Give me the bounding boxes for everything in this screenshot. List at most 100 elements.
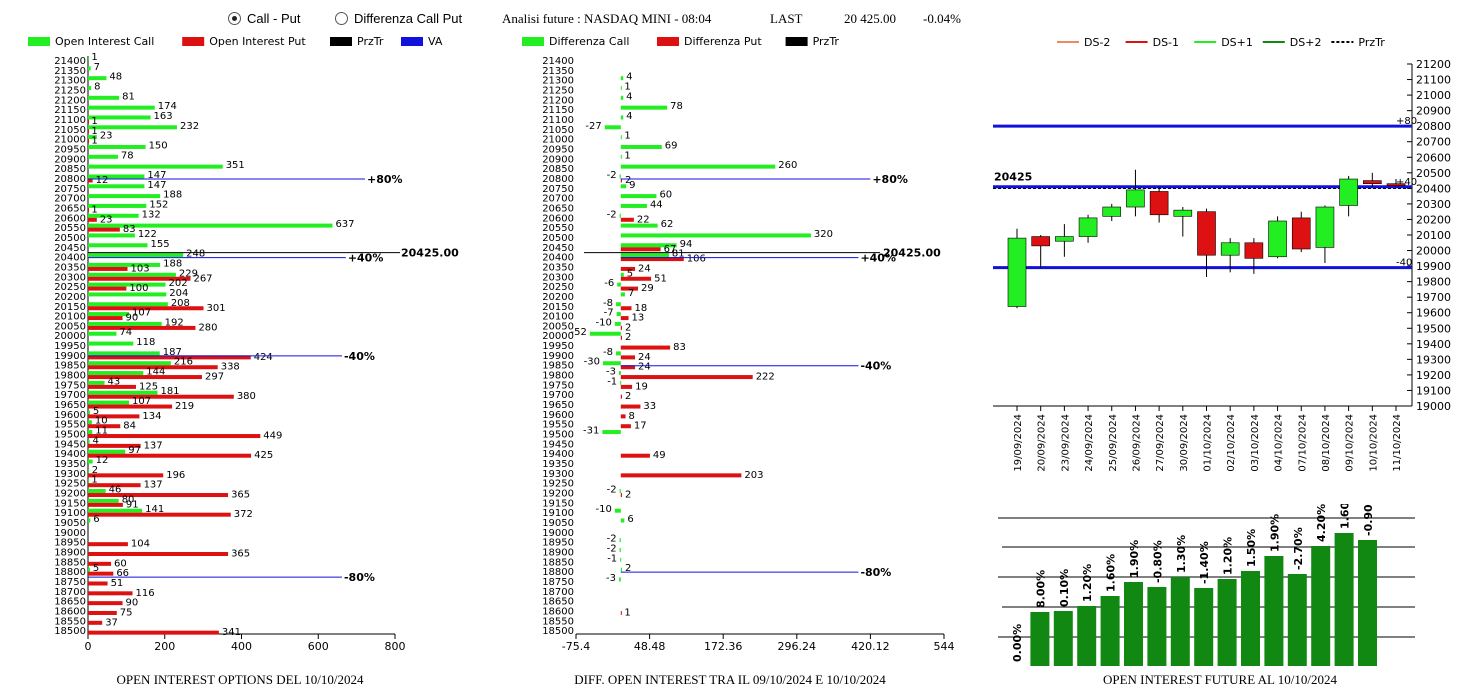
diff-put-label: 51 [654,273,667,284]
put-value-label: 425 [254,450,273,461]
call-bar [88,115,151,120]
oi-value-label: -2.70% [1292,527,1305,570]
y-tick-label: 20800 [1416,120,1451,133]
oi-value-label: 1.90% [1268,514,1281,552]
diff-call-bar [619,213,621,218]
strike-label: 18500 [542,626,574,637]
diff-put-label: 222 [756,372,775,383]
call-bar [88,508,143,513]
open-interest-options-chart: Open Interest Call Open Interest Put PrzTr… [28,35,459,687]
candle-body [1386,183,1406,186]
strike-label: 20400 [54,253,86,264]
put-value-label: 66 [116,568,129,579]
put-bar [88,571,114,576]
diff-put-label: 33 [643,401,656,412]
strike-label: 19500 [542,430,574,441]
call-bar [88,56,89,61]
diff-call-label: 44 [650,199,663,210]
strike-label: 20100 [54,312,86,323]
oi-bar [1124,582,1143,666]
strike-label: 20000 [54,331,86,342]
oi-bar [1100,596,1120,666]
diff-call-label: 62 [661,219,674,230]
call-bar [88,380,105,385]
y-tick-label: 19200 [1416,369,1451,382]
radio-differenza[interactable]: Differenza Call Put [335,11,462,26]
last-label: LAST [770,11,803,26]
strike-label: 19600 [54,410,86,421]
call-value-label: 132 [142,209,161,220]
call-bar [88,321,162,326]
diff-put-label: 49 [653,450,666,461]
diff-put-bar [620,257,684,262]
oi-value-label: -0.90% [1362,504,1375,536]
diff-call-label: 81 [672,249,685,260]
strike-label: 19800 [542,371,574,382]
radio-call-put-label: Call - Put [247,11,301,26]
diff-call-label: -52 [571,327,587,338]
x-date-label: 23/09/2024 [1060,414,1071,472]
price-line-label: 20425.00 [401,247,459,260]
legend-label-2: PrzTr [813,35,840,48]
radio-call-put[interactable]: Call - Put [228,11,300,26]
y-tick-label: 20300 [1416,198,1451,211]
strike-label: 19150 [54,498,86,509]
radio-unselected-icon[interactable] [335,12,348,25]
call-value-label: 232 [180,121,199,132]
diff-call-bar [620,105,668,110]
call-bar [88,341,134,346]
x-tick-label: 800 [385,640,406,653]
strike-label: 19050 [542,518,574,529]
call-bar [88,253,184,258]
diff-call-bar [616,312,621,317]
strike-label: 21000 [542,135,574,146]
strike-label: 20500 [54,233,86,244]
put-bar [88,414,140,419]
diff-call-label: -2 [607,209,617,220]
radio-selected-icon[interactable] [228,12,241,25]
strike-label: 20450 [54,243,86,254]
diff-call-label: 69 [665,140,678,151]
put-value-label: 104 [131,539,150,550]
y-tick-label: 20600 [1416,151,1451,164]
candle-body [1149,191,1169,216]
call-value-label: 150 [149,140,168,151]
diff-put-bar [620,276,652,281]
x-date-label: 19/09/2024 [1013,414,1024,472]
call-bar [88,203,147,208]
diff-call-bar [620,203,647,208]
call-bar [88,439,90,444]
diff-call-label: 7 [628,288,634,299]
strike-label: 21250 [54,85,86,96]
call-bar [88,498,119,503]
diff-put-label: 24 [638,263,651,274]
diff-call-bar [620,292,625,297]
y-tick-label: 19600 [1416,307,1451,320]
legend-label-3: DS+2 [1290,36,1322,49]
diff-put-bar [620,355,636,360]
diff-call-label: 1 [624,150,630,161]
call-value-label: 118 [136,337,155,348]
diff-put-label: 22 [637,214,650,225]
strike-label: 20000 [542,331,574,342]
x-date-label: 02/10/2024 [1226,414,1237,472]
put-bar [88,512,231,517]
call-value-label: 6 [93,514,99,525]
diff-call-bar [616,351,621,356]
put-bar [88,207,89,212]
strike-label: 19250 [54,479,86,490]
diff-call-label: 4 [626,72,632,83]
y-tick-label: 20400 [1416,182,1451,195]
strike-label: 18550 [542,616,574,627]
legend-label-2: PrzTr [357,35,384,48]
strike-line-label: +80% [367,173,403,186]
strike-label: 19950 [54,341,86,352]
x-tick-label: 296.24 [778,640,817,653]
strike-label: 20950 [542,144,574,155]
diff-put-label: 2 [625,332,631,343]
put-bar [88,227,120,232]
oi-value-label: 1.50% [1245,529,1258,567]
call-value-label: 155 [150,239,169,250]
candle-body [1291,217,1311,250]
call-value-label: 11 [95,426,108,437]
